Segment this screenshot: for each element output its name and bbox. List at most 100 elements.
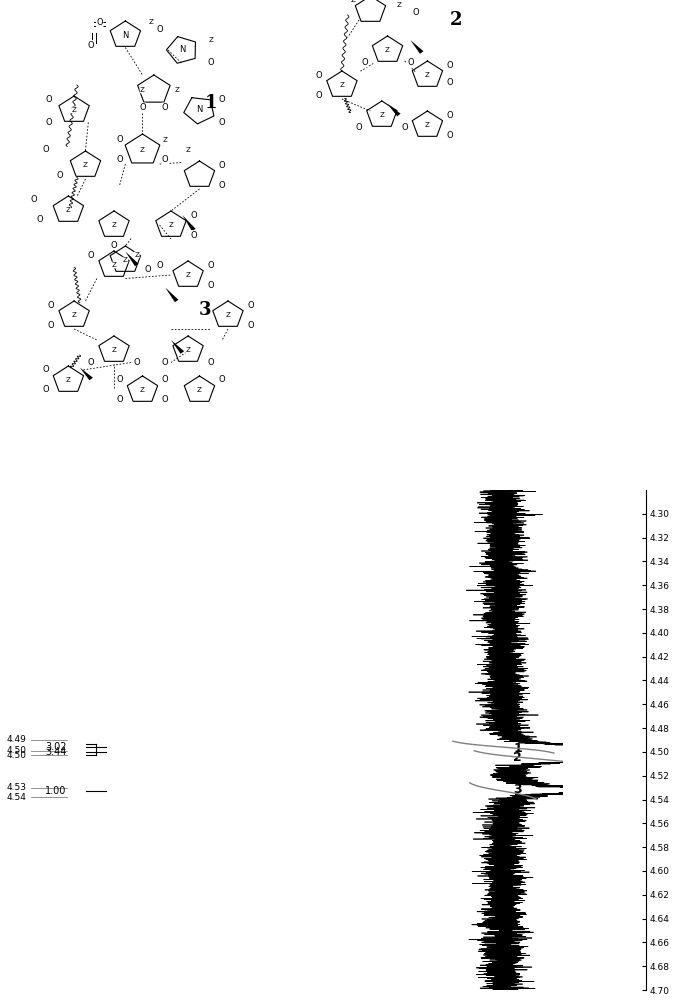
Text: Z: Z xyxy=(140,147,145,153)
Polygon shape xyxy=(171,340,184,354)
Text: O: O xyxy=(407,58,414,67)
Text: O: O xyxy=(361,58,368,67)
Text: 4.54: 4.54 xyxy=(7,793,27,802)
Text: O: O xyxy=(139,103,146,112)
Text: Z: Z xyxy=(396,2,402,8)
Text: O: O xyxy=(42,145,49,154)
Text: O: O xyxy=(156,25,163,34)
Text: Z: Z xyxy=(134,252,139,258)
Text: Z: Z xyxy=(339,82,345,88)
Text: 4.50: 4.50 xyxy=(7,751,27,760)
Text: O: O xyxy=(88,250,95,259)
Text: Z: Z xyxy=(168,222,174,228)
Text: Z: Z xyxy=(225,312,231,318)
Text: O: O xyxy=(219,96,226,104)
Text: 1.00: 1.00 xyxy=(45,786,67,796)
Text: Z: Z xyxy=(149,19,154,25)
Text: O: O xyxy=(116,375,123,384)
Text: Z: Z xyxy=(111,262,117,268)
Text: Z: Z xyxy=(425,122,430,128)
Polygon shape xyxy=(125,251,138,266)
Text: O: O xyxy=(162,358,169,367)
Text: Z: Z xyxy=(83,162,88,168)
Text: Z: Z xyxy=(66,377,71,383)
Text: O: O xyxy=(97,18,103,27)
Text: O: O xyxy=(413,8,419,17)
Text: O: O xyxy=(447,60,454,70)
Text: 2: 2 xyxy=(514,751,522,764)
Text: O: O xyxy=(219,375,226,384)
Text: 3: 3 xyxy=(514,783,522,796)
Text: O: O xyxy=(162,103,169,112)
Text: O: O xyxy=(48,320,55,330)
Text: O: O xyxy=(116,395,123,404)
Text: O: O xyxy=(45,118,51,127)
Text: 1: 1 xyxy=(514,742,522,755)
Text: N: N xyxy=(196,105,203,114)
Text: O: O xyxy=(219,180,226,190)
Text: Z: Z xyxy=(66,207,71,213)
Text: O: O xyxy=(208,58,214,67)
Text: O: O xyxy=(208,358,214,367)
Text: O: O xyxy=(316,91,322,100)
Text: Z: Z xyxy=(208,37,213,43)
Text: O: O xyxy=(190,211,197,220)
Text: Z: Z xyxy=(72,107,76,113)
Text: O: O xyxy=(88,40,95,49)
Text: Z: Z xyxy=(72,312,76,318)
Text: O: O xyxy=(45,96,51,104)
Text: O: O xyxy=(219,118,226,127)
Text: O: O xyxy=(247,320,254,330)
Text: Z: Z xyxy=(123,257,128,263)
Text: O: O xyxy=(190,231,197,239)
Text: O: O xyxy=(316,70,322,80)
Text: O: O xyxy=(116,155,123,164)
Polygon shape xyxy=(410,40,423,54)
Text: Z: Z xyxy=(379,112,384,118)
Polygon shape xyxy=(182,215,196,231)
Text: O: O xyxy=(42,365,49,374)
Text: O: O xyxy=(447,78,454,87)
Text: O: O xyxy=(37,216,43,225)
Text: Z: Z xyxy=(385,47,390,53)
Text: 3.02: 3.02 xyxy=(45,742,67,752)
Text: Z: Z xyxy=(163,137,167,143)
Text: O: O xyxy=(156,260,163,269)
Text: O: O xyxy=(42,385,49,394)
Text: O: O xyxy=(447,110,454,119)
Text: O: O xyxy=(356,123,362,132)
Text: O: O xyxy=(162,395,169,404)
Text: 3.44: 3.44 xyxy=(45,747,67,757)
Text: Z: Z xyxy=(197,387,202,393)
Text: O: O xyxy=(133,358,140,367)
Text: O: O xyxy=(111,240,117,249)
Polygon shape xyxy=(388,104,400,116)
Text: O: O xyxy=(208,260,214,269)
Text: Z: Z xyxy=(351,0,356,3)
Text: 3: 3 xyxy=(199,301,211,319)
Text: O: O xyxy=(247,300,254,310)
Text: 1: 1 xyxy=(204,94,217,111)
Text: O: O xyxy=(447,130,454,139)
Text: Z: Z xyxy=(425,72,430,78)
Text: Z: Z xyxy=(140,387,145,393)
Text: O: O xyxy=(56,170,63,180)
Text: O: O xyxy=(208,280,214,290)
Text: O: O xyxy=(48,300,55,310)
Text: Z: Z xyxy=(186,272,190,278)
Text: 2: 2 xyxy=(450,11,462,29)
Text: O: O xyxy=(31,196,38,205)
Text: O: O xyxy=(162,155,169,164)
Text: Z: Z xyxy=(111,347,117,353)
Text: N: N xyxy=(179,45,186,54)
Text: N: N xyxy=(122,30,129,39)
Text: O: O xyxy=(162,375,169,384)
Text: 4.53: 4.53 xyxy=(7,783,27,792)
Polygon shape xyxy=(80,367,93,380)
Text: O: O xyxy=(116,135,123,144)
Text: 4.50: 4.50 xyxy=(7,746,27,755)
Text: Z: Z xyxy=(111,222,117,228)
Text: O: O xyxy=(88,358,95,367)
Text: Z: Z xyxy=(186,147,190,153)
Text: Z: Z xyxy=(140,87,145,93)
